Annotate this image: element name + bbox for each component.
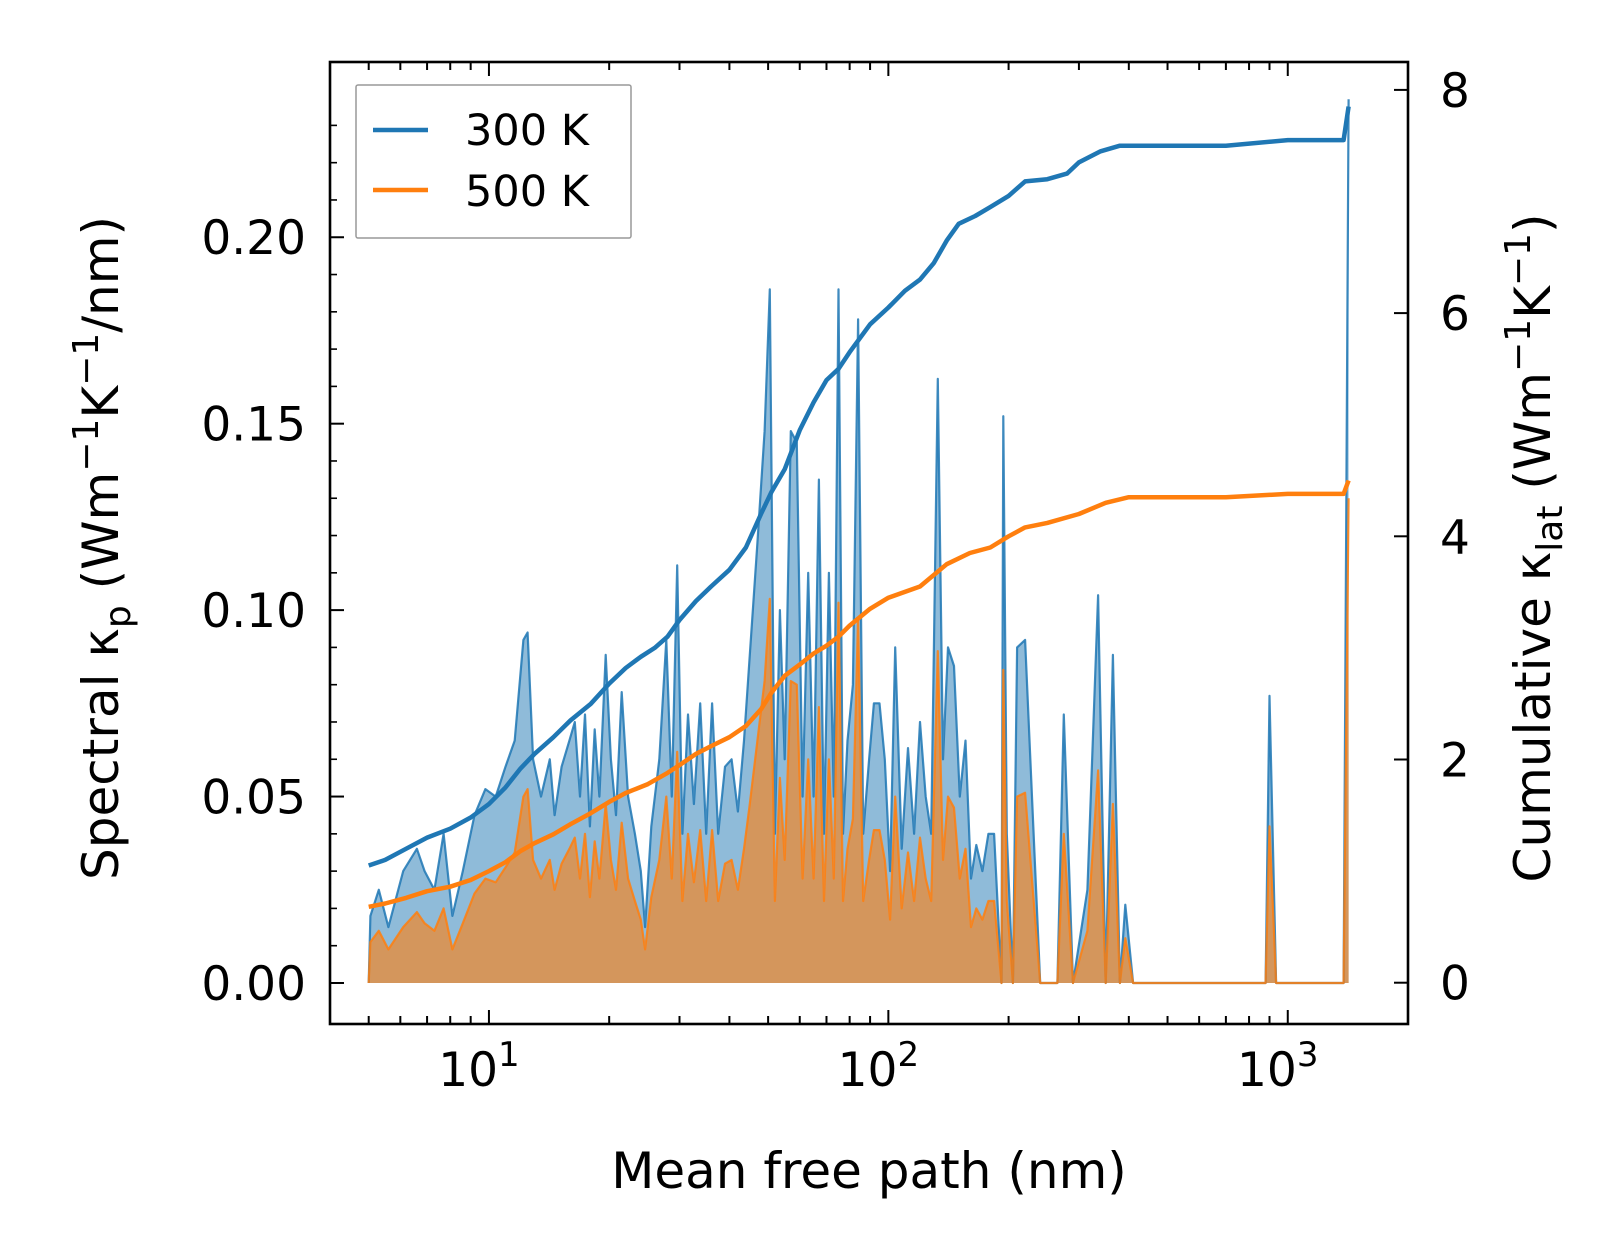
left-axis-label-subscript: p: [98, 605, 139, 628]
right-axis-label-subscript: lat: [1530, 506, 1571, 552]
right-y-tick-label: 2: [1440, 734, 1470, 789]
spectral-lines: [367, 99, 1350, 985]
axis-ticks: 101 102 103 0.00 0.05 0.10 0.15 0.20 0 2 4 6 8: [201, 62, 1470, 1098]
spectral-fill-500k: [368, 498, 1349, 983]
x-tick-label: 101: [438, 1035, 519, 1098]
left-y-tick-label: 0.20: [201, 211, 306, 266]
x-tick-label: 102: [838, 1035, 919, 1098]
left-axis-label-part: Spectral κ: [72, 628, 130, 880]
right-axis-label-superscript: −1: [1498, 319, 1539, 372]
spectral-line-500k: [367, 498, 1350, 985]
right-axis-label-part: ): [1504, 214, 1562, 234]
spectral-line-300k: [367, 99, 1350, 985]
left-axis-label-superscript: −1: [66, 333, 107, 386]
left-axis-label-part: (Wm: [72, 472, 130, 606]
cumulative-lines: [367, 106, 1351, 910]
x-tick-label: 103: [1237, 1035, 1318, 1098]
legend-label-300k: 300 K: [465, 106, 591, 156]
left-y-tick-label: 0.05: [201, 771, 306, 826]
spectral-fills: [368, 99, 1349, 984]
right-axis-label-part: K: [1504, 285, 1562, 319]
left-y-tick-label: 0.15: [201, 398, 306, 453]
cumulative-line-300k: [367, 106, 1351, 868]
right-y-tick-label: 6: [1440, 287, 1470, 342]
right-axis-label-superscript: −1: [1498, 233, 1539, 286]
left-y-tick-label: 0.10: [201, 584, 306, 639]
left-y-tick-label: 0.00: [201, 957, 306, 1012]
left-axis-label-part: K: [72, 385, 130, 419]
right-y-tick-label: 0: [1440, 957, 1470, 1012]
right-axis-label-part: (Wm: [1504, 372, 1562, 506]
legend-box: [355, 84, 632, 239]
plot-frame: [328, 60, 1410, 1026]
x-axis-label: Mean free path (nm): [611, 1142, 1127, 1200]
right-axis-label: Cumulative κlat (Wm−1K−1): [1498, 214, 1571, 883]
left-axis-label-superscript: −1: [66, 419, 107, 472]
right-y-tick-label: 8: [1440, 64, 1470, 119]
spectral-fill-300k: [368, 99, 1349, 984]
cumulative-line-500k: [368, 479, 1351, 910]
legend: 300 K 500 K: [355, 84, 632, 239]
right-axis-label-part: Cumulative κ: [1504, 552, 1562, 883]
left-axis-label: Spectral κp (Wm−1K−1/nm): [66, 216, 139, 880]
legend-label-500k: 500 K: [465, 167, 591, 217]
left-axis-label-part: /nm): [72, 216, 130, 333]
right-y-tick-label: 4: [1440, 510, 1470, 565]
